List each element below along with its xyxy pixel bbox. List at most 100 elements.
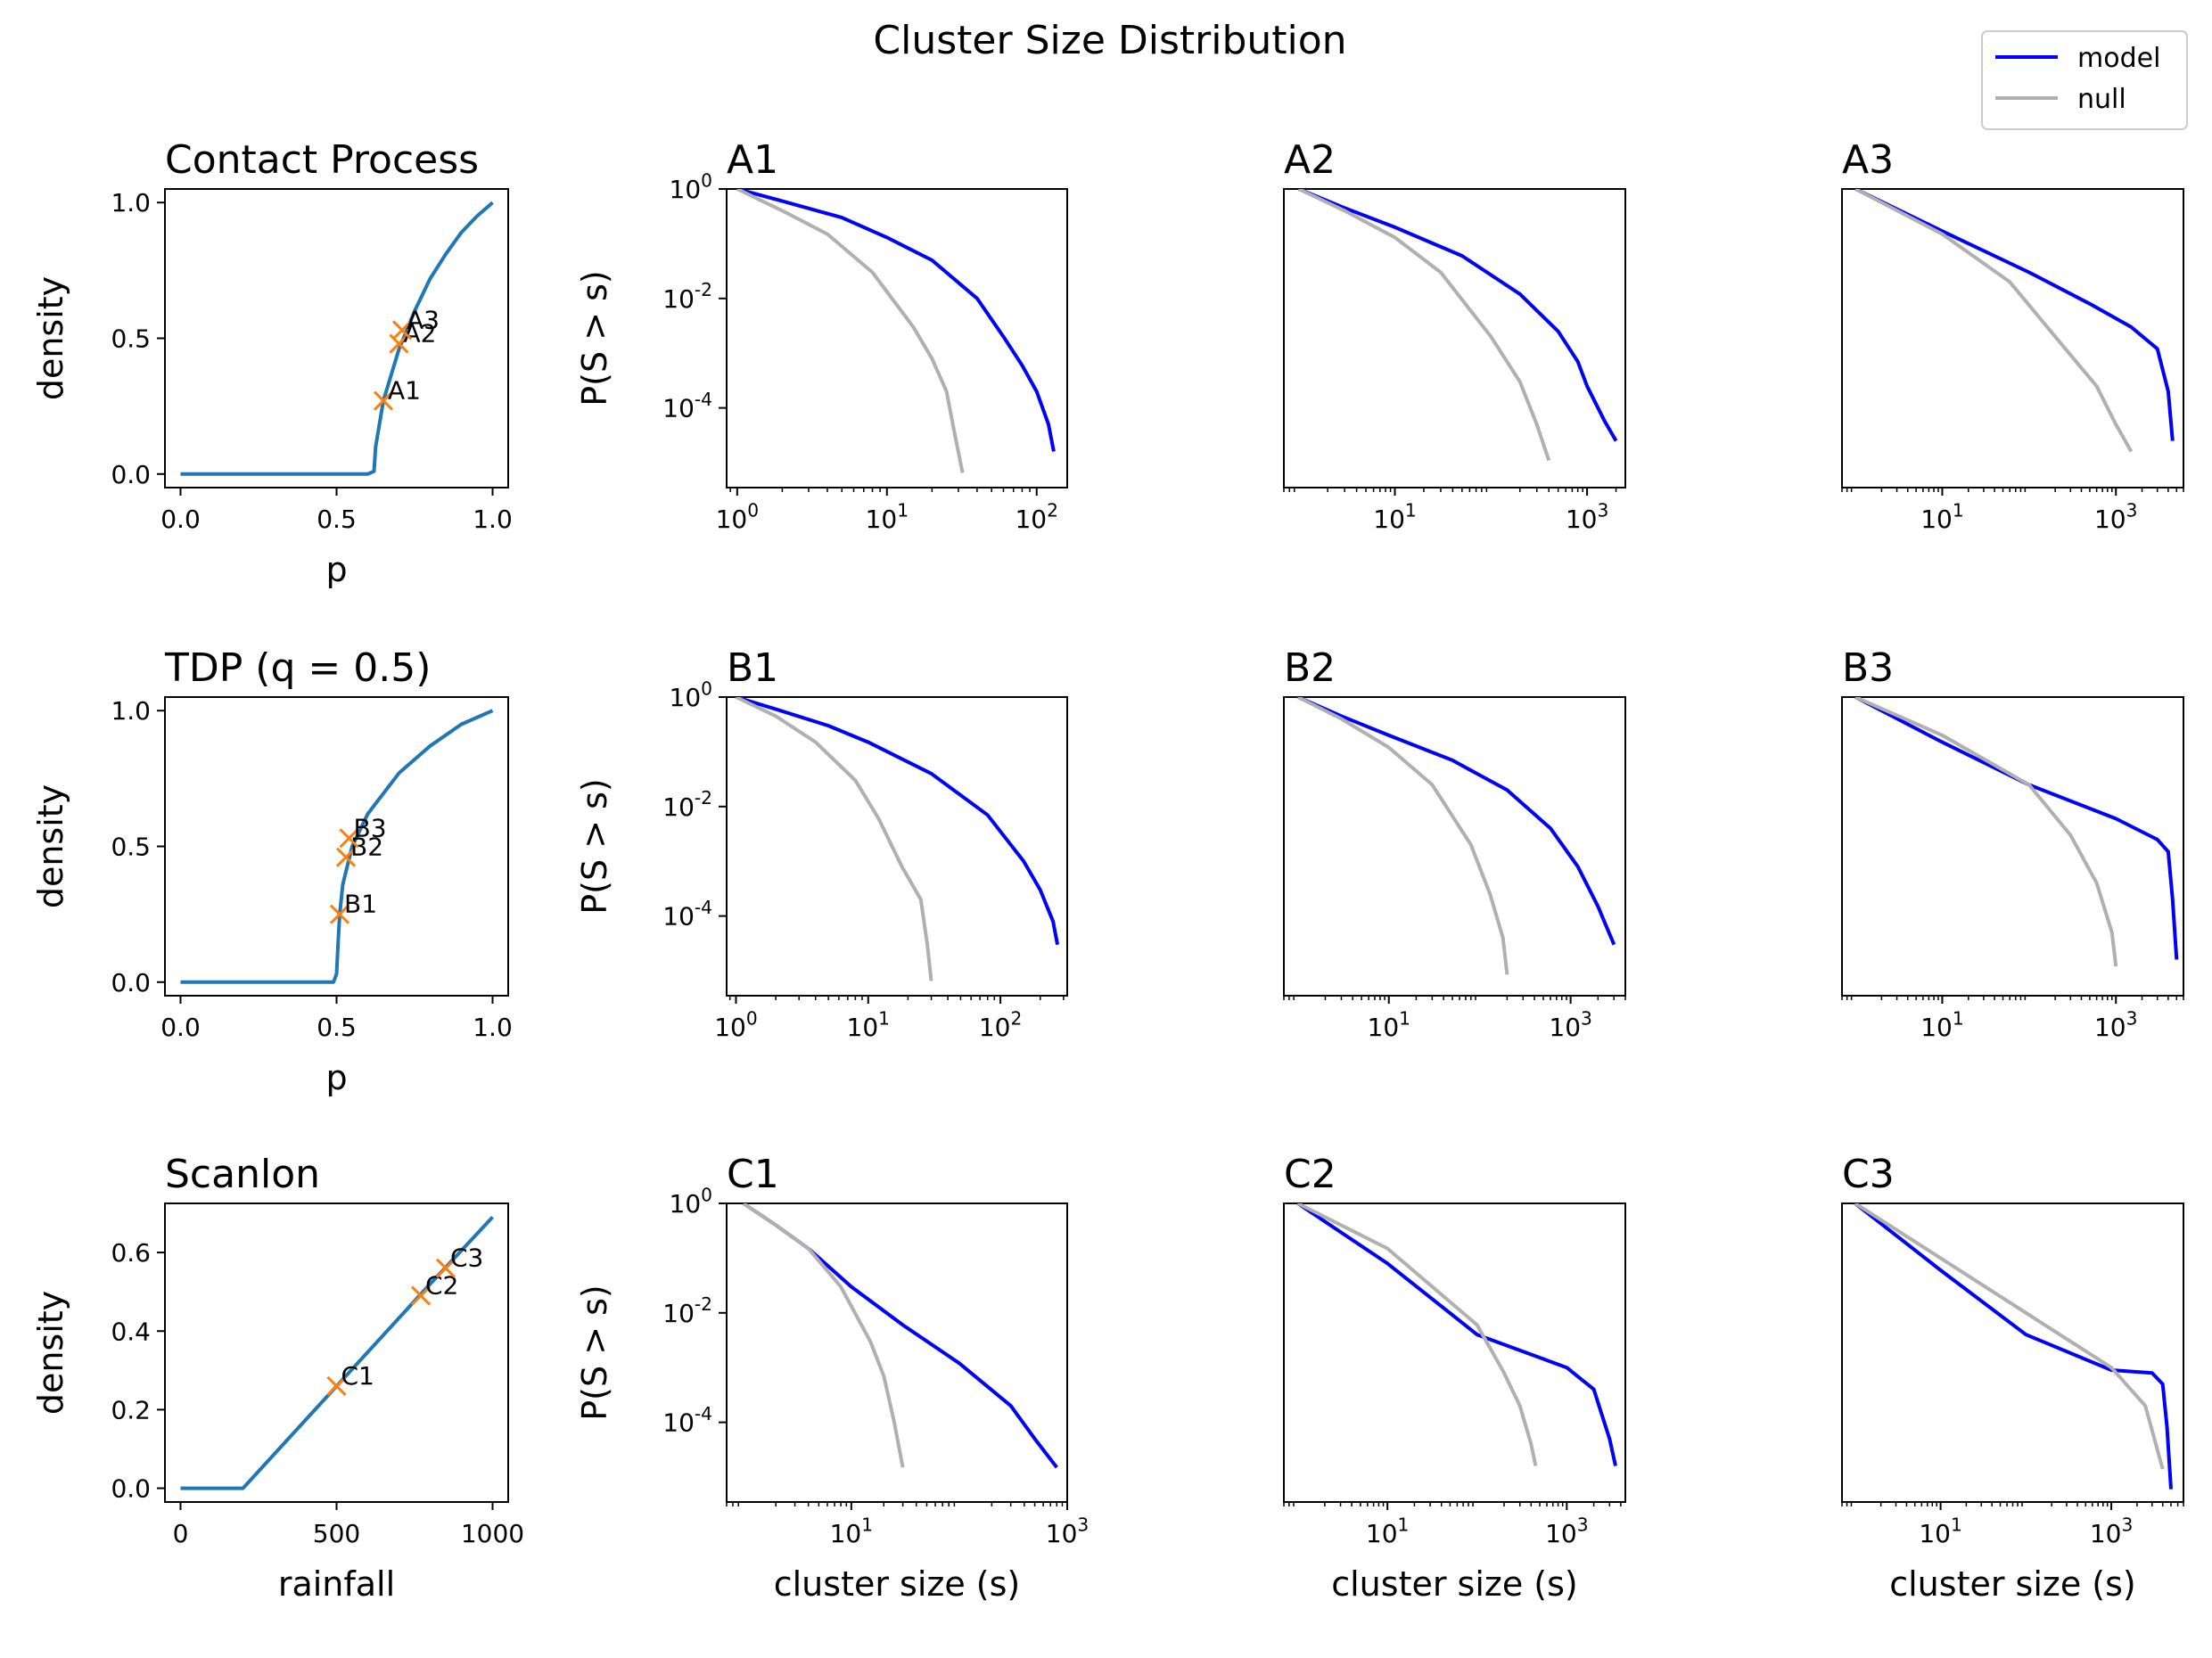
series-group: [1854, 189, 2175, 453]
series-group: [1297, 189, 1618, 462]
series-line-model: [1296, 697, 1616, 946]
panel-title: Scanlon: [165, 1152, 320, 1197]
series-group: [736, 189, 1056, 473]
panel-title: A1: [727, 137, 778, 183]
y-tick-label: 10-4: [662, 1403, 712, 1438]
x-tick-label: 101: [1373, 499, 1416, 534]
y-tick-label: 10-2: [662, 1293, 712, 1328]
y-tick-label: 0.2: [111, 1395, 151, 1424]
axes-frame: [726, 188, 1068, 488]
legend-model-label: model: [2077, 43, 2160, 74]
y-tick-label: 1.0: [111, 188, 151, 218]
y-tick-label: 0.5: [111, 324, 151, 354]
x-tick-label: 101: [830, 1514, 873, 1548]
series-group: [1854, 1203, 2173, 1490]
figure-title: Cluster Size Distribution: [873, 18, 1346, 63]
x-tick-label: 101: [847, 1007, 890, 1042]
y-tick-label: 0.0: [111, 968, 151, 997]
y-tick-label: 100: [670, 677, 712, 712]
x-tick-label: 102: [1015, 499, 1057, 534]
x-tick-label: 0.5: [317, 1013, 357, 1042]
series-line-null: [1854, 1203, 2165, 1470]
series-line-curve: [180, 709, 494, 984]
panel-title: Contact Process: [165, 137, 479, 183]
panel-title: B1: [727, 645, 778, 691]
y-tick-label: 0.5: [111, 833, 151, 862]
panel-tdp-q-0-5-: TDP (q = 0.5) 0.0 0.5 1.0 0.0 0.5 1.0 p density B…: [31, 645, 513, 1097]
series-group: [735, 697, 1060, 981]
y-tick-label: 10-2: [662, 787, 712, 822]
panel-scanlon: Scanlon 0 500 1000 0.0 0.2 0.4 0.6 rainfall densi…: [31, 1152, 524, 1604]
series-line-null: [1854, 189, 2134, 453]
y-tick-label: 10-4: [662, 897, 712, 932]
x-axis-label: p: [325, 550, 347, 589]
x-axis-label: cluster size (s): [774, 1564, 1021, 1604]
x-tick-label: 1.0: [473, 505, 513, 534]
marker-label-c1: C1: [341, 1361, 374, 1391]
y-axis-label: density: [31, 276, 70, 400]
x-tick-label: 100: [714, 1007, 757, 1042]
x-axis-label: cluster size (s): [1889, 1564, 2136, 1604]
series-line-model: [1854, 1203, 2173, 1490]
panel-title: A3: [1842, 137, 1894, 183]
panel-c3: C3 101 103 cluster size (s): [1841, 1152, 2184, 1604]
series-line-null: [742, 1203, 905, 1468]
x-tick-label: 100: [716, 499, 759, 534]
x-tick-label: 1.0: [473, 1013, 513, 1042]
x-tick-label: 0.0: [160, 505, 201, 534]
axes-frame: [1283, 696, 1626, 997]
x-tick-label: 103: [1545, 1514, 1588, 1548]
series-group: [1296, 697, 1616, 975]
panel-title: C3: [1842, 1152, 1895, 1197]
panel-a1: A1 100 101 102 100 10-2 10-4 P(S > s): [575, 137, 1068, 534]
y-tick-label: 100: [670, 169, 712, 204]
series-line-model: [735, 697, 1060, 946]
panel-title: B2: [1284, 645, 1336, 691]
x-tick-label: 0: [173, 1519, 189, 1548]
panel-title: B3: [1842, 645, 1894, 691]
series-group: [742, 1203, 1058, 1469]
y-tick-label: 100: [670, 1184, 712, 1219]
axes-frame: [726, 1202, 1068, 1503]
panel-title: C1: [727, 1152, 779, 1197]
series-line-null: [1296, 697, 1509, 975]
marker-c2: [410, 1285, 432, 1306]
x-tick-label: 103: [1549, 1007, 1591, 1042]
x-tick-label: 103: [2094, 499, 2137, 534]
marker-a1: [373, 390, 394, 411]
y-axis-label: density: [31, 784, 70, 908]
y-tick-label: 0.0: [111, 460, 151, 489]
panel-a3: A3 101 103: [1841, 137, 2184, 534]
marker-a3: [391, 320, 413, 341]
x-axis-label: rainfall: [278, 1564, 395, 1604]
y-tick-label: 0.4: [111, 1317, 151, 1346]
panel-contact-process: Contact Process 0.0 0.5 1.0 0.0 0.5 1.0 p densit…: [31, 137, 513, 589]
x-tick-label: 101: [1920, 499, 1963, 534]
x-tick-label: 101: [866, 499, 909, 534]
panel-title: TDP (q = 0.5): [164, 645, 431, 691]
panel-title: A2: [1284, 137, 1336, 183]
y-axis-label: density: [31, 1291, 70, 1415]
series-line-curve: [180, 201, 494, 476]
y-tick-label: 0.0: [111, 1474, 151, 1504]
y-tick-label: 0.6: [111, 1238, 151, 1268]
axes-frame: [726, 696, 1068, 997]
series-group: [1854, 697, 2179, 967]
y-tick-label: 10-4: [662, 389, 712, 423]
x-tick-label: 103: [1566, 499, 1608, 534]
series-group: [180, 709, 494, 984]
marker-c3: [435, 1258, 456, 1278]
marker-label-a1: A1: [388, 376, 421, 406]
x-tick-label: 101: [1920, 1007, 1963, 1042]
x-tick-label: 101: [1366, 1514, 1409, 1548]
marker-c1: [326, 1375, 347, 1397]
x-tick-label: 103: [2094, 1007, 2137, 1042]
series-line-model: [1297, 189, 1618, 442]
series-line-null: [1854, 697, 2118, 967]
panel-b1: B1 100 101 102 100 10-2 10-4 P(S > s): [575, 645, 1068, 1042]
marker-label-a3: A3: [407, 305, 440, 334]
panel-b3: B3 101 103: [1841, 645, 2184, 1042]
x-tick-label: 1000: [461, 1519, 524, 1548]
